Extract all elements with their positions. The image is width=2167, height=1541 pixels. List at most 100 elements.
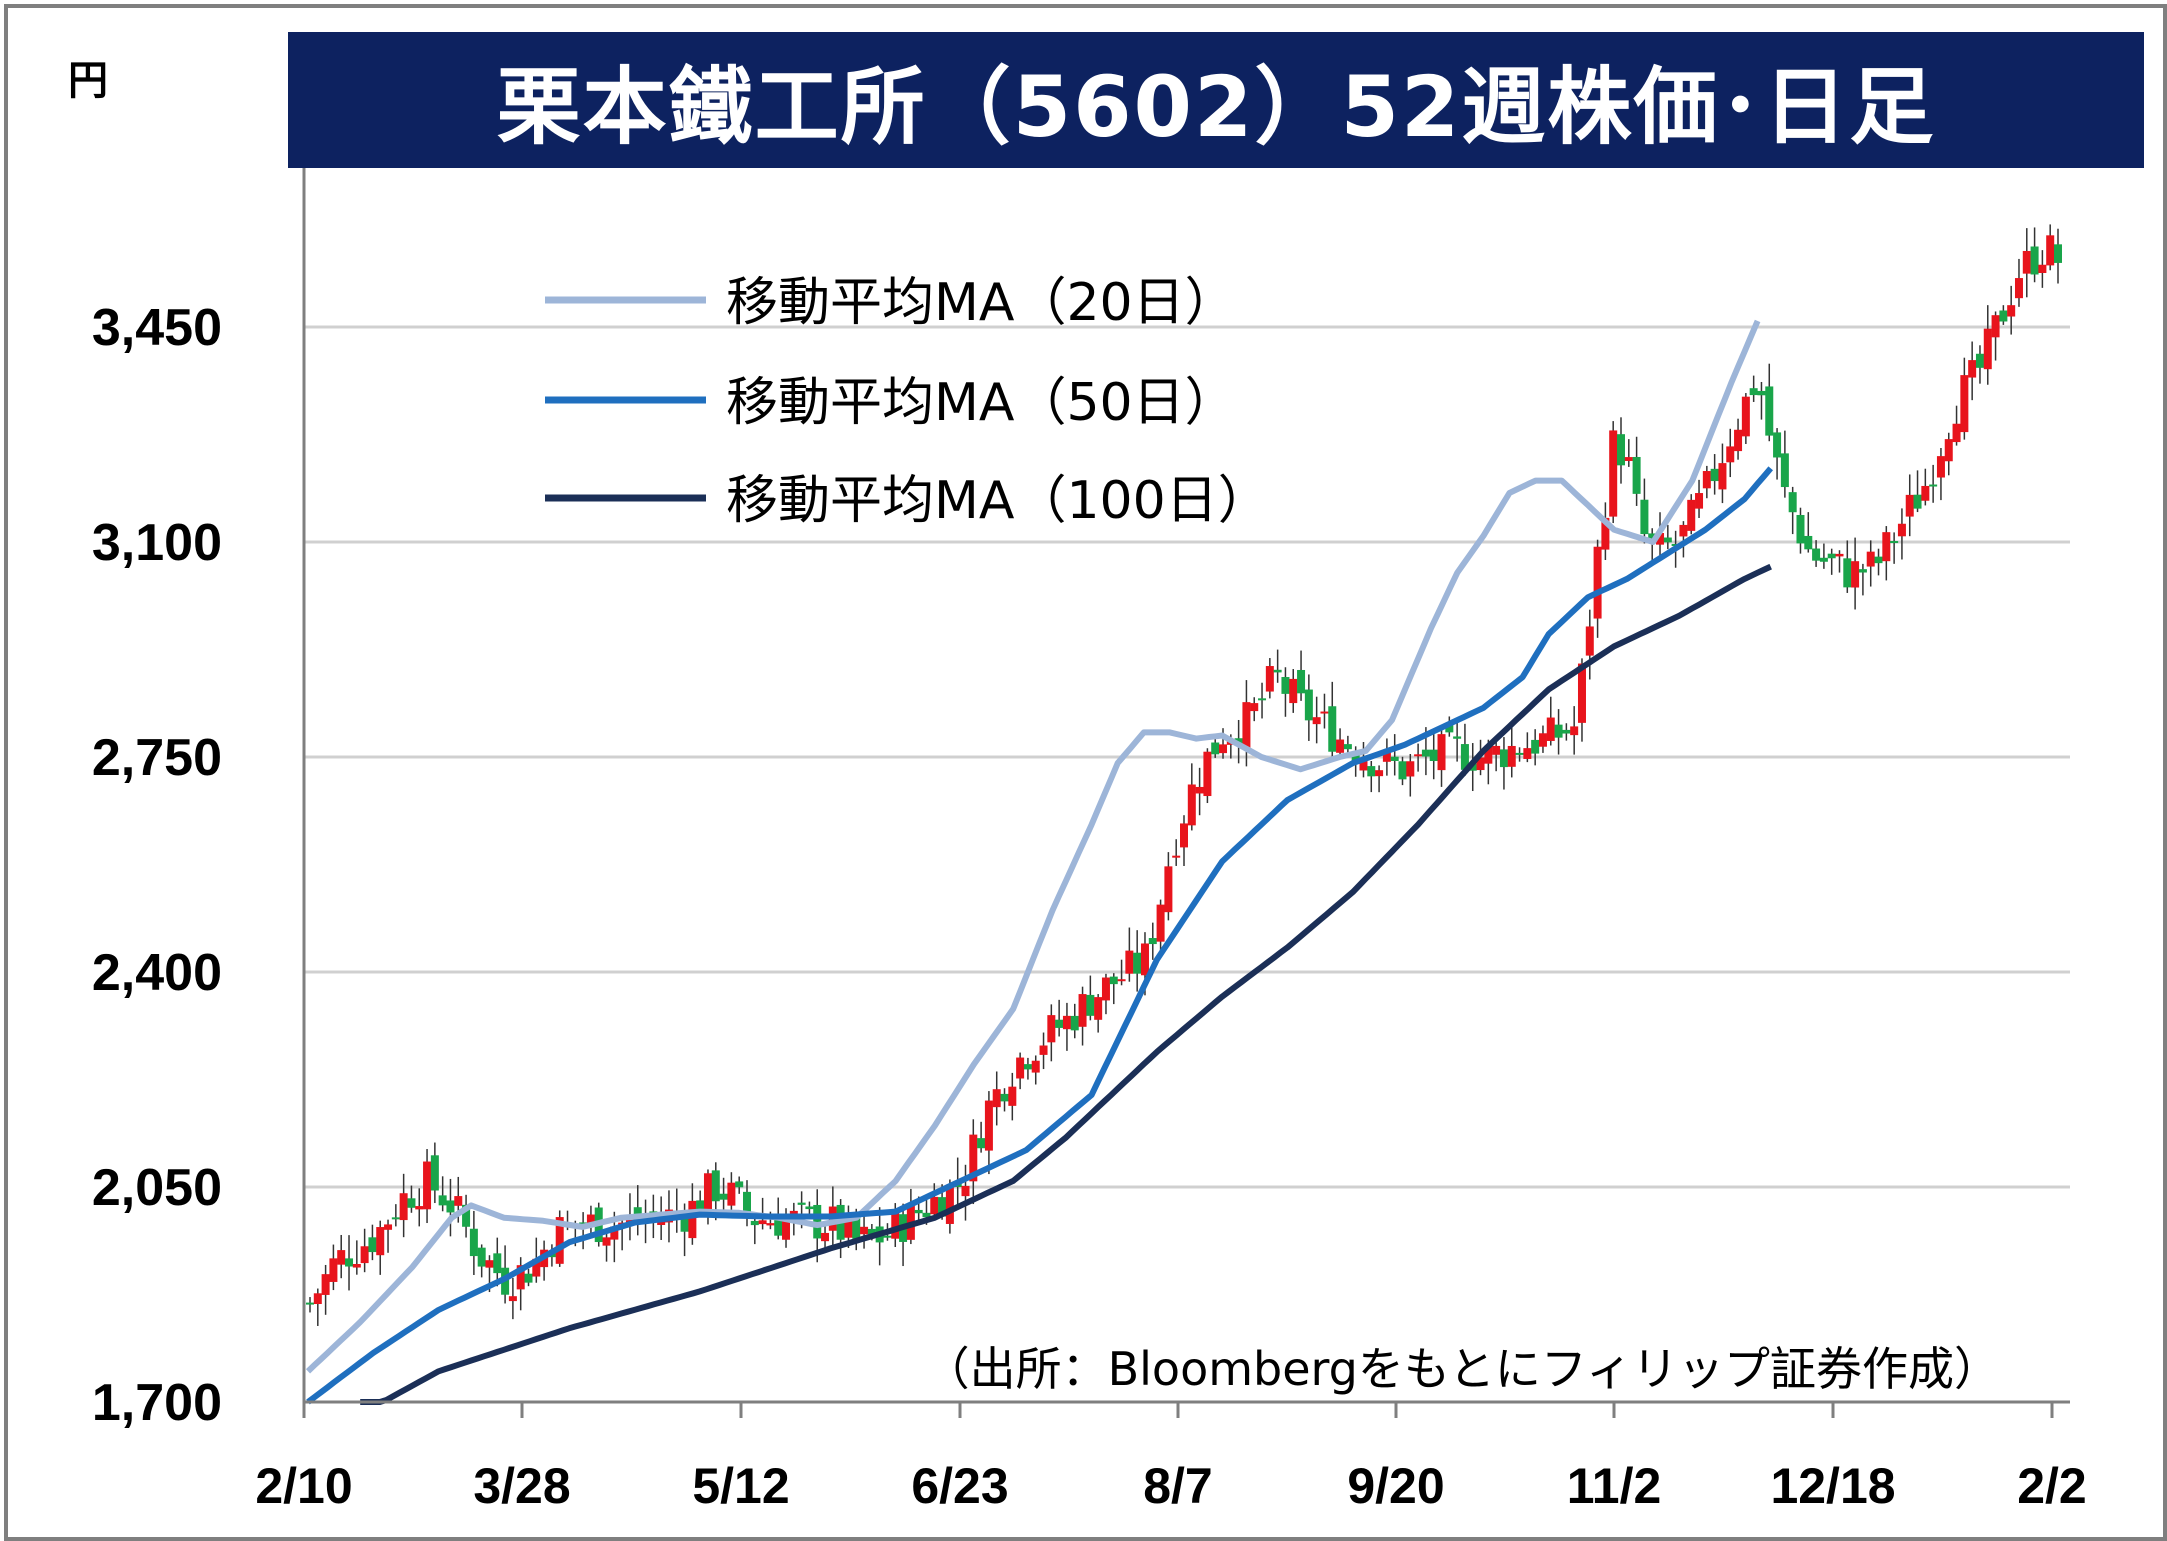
x-tick-label: 5/12: [692, 1458, 789, 1514]
candle-down: [1499, 749, 1508, 768]
candle-up: [555, 1217, 564, 1264]
candle-down: [1975, 353, 1984, 368]
candle-down: [1562, 729, 1571, 734]
legend-label: 移動平均MA（50日）: [726, 373, 1237, 433]
candle-up: [930, 1196, 939, 1215]
candle-up: [727, 1182, 736, 1206]
y-tick-label: 2,400: [92, 944, 222, 1002]
candle-up: [1476, 757, 1485, 771]
candle-up: [384, 1224, 393, 1230]
candle-down: [914, 1209, 923, 1214]
candle-up: [1835, 553, 1844, 557]
candle-up: [1726, 446, 1735, 463]
candle-up: [337, 1250, 346, 1265]
y-tick-label: 1,700: [92, 1374, 222, 1432]
candle-up: [360, 1246, 369, 1264]
y-tick-label: 2,050: [92, 1159, 222, 1217]
candle-down: [1328, 706, 1337, 752]
candle-down: [1640, 499, 1649, 535]
x-tick-label: 9/20: [1347, 1458, 1444, 1514]
candle-up: [1437, 734, 1446, 771]
candle-up: [1180, 823, 1188, 848]
y-tick-label: 3,100: [92, 514, 222, 572]
candle-down: [680, 1216, 689, 1232]
candle-down: [1273, 669, 1282, 673]
candle-down: [1773, 432, 1782, 458]
candle-up: [844, 1215, 853, 1238]
candle-up: [485, 1260, 494, 1268]
candle-up: [1414, 754, 1423, 757]
candle-down: [1804, 535, 1813, 550]
candle-down: [462, 1204, 471, 1227]
candle-up: [758, 1220, 767, 1225]
candle-up: [321, 1274, 330, 1295]
legend: 移動平均MA（20日） 移動平均MA（50日） 移動平均MA（100日）: [545, 273, 1270, 531]
candle-down: [1421, 749, 1430, 757]
candle-up: [1101, 977, 1110, 1001]
candle-up: [1125, 950, 1134, 974]
candle-up: [1312, 717, 1321, 725]
candle-down: [430, 1155, 439, 1191]
candle-down: [883, 1235, 892, 1238]
grid-lines: [304, 325, 2070, 1189]
candle-down: [977, 1138, 986, 1149]
candle-up: [1117, 979, 1126, 982]
candle-up: [688, 1200, 697, 1239]
chart-title: 栗本鐵工所（5602）52週株価･日足: [496, 57, 1936, 156]
candle-up: [1983, 328, 1992, 370]
candle-down: [1297, 669, 1306, 694]
ma50-line: [306, 466, 1773, 1405]
candle-up: [1656, 533, 1665, 545]
candle-down: [469, 1228, 478, 1257]
candle-down: [1913, 494, 1922, 509]
candle-down: [1796, 514, 1805, 544]
candle-up: [1585, 626, 1594, 656]
candle-up: [1140, 943, 1149, 976]
candle-up: [1320, 711, 1329, 714]
candle-down: [493, 1253, 502, 1274]
candle-down: [1819, 557, 1828, 562]
candle-down: [1531, 739, 1540, 754]
candle-down: [1515, 752, 1524, 755]
candle-down: [1070, 1015, 1079, 1031]
x-tick-label: 2/2: [2017, 1458, 2087, 1514]
candle-up: [1203, 751, 1212, 797]
candle-up: [1718, 463, 1727, 490]
candle-up: [1172, 855, 1181, 858]
candle-down: [368, 1237, 377, 1253]
axes: 3,450 3,100 2,750 2,400 2,050 1,700 2/10 3/28 5/…: [92, 168, 2087, 1514]
candle-up: [1952, 423, 1961, 443]
candle-down: [1827, 553, 1836, 559]
candle-up: [376, 1227, 385, 1256]
candle-down: [922, 1212, 931, 1218]
candle-down: [1304, 689, 1313, 721]
candle-up: [1734, 429, 1743, 452]
candle-up: [610, 1226, 619, 1240]
candle-up: [508, 1296, 517, 1302]
candle-down: [1148, 938, 1157, 945]
candle-down: [1281, 677, 1290, 694]
candle-up: [423, 1161, 432, 1210]
candle-up: [1062, 1015, 1071, 1030]
candle-up: [1601, 517, 1610, 550]
candle-up: [1624, 457, 1633, 461]
candle-up: [945, 1184, 954, 1224]
y-tick-label: 3,450: [92, 299, 222, 357]
candle-up: [1741, 396, 1750, 437]
candle-down: [750, 1220, 759, 1226]
candle-up: [1289, 678, 1298, 704]
chart-frame: [4, 4, 2167, 1541]
candle-down: [1929, 484, 1938, 487]
candle-up: [1187, 784, 1196, 826]
candle-up: [1897, 523, 1906, 537]
legend-label: 移動平均MA（100日）: [726, 471, 1270, 531]
candle-up: [399, 1193, 408, 1221]
ma100-line: [360, 563, 1772, 1405]
candle-up: [1031, 1060, 1040, 1073]
candle-down: [938, 1197, 947, 1217]
candle-up: [2022, 250, 2031, 274]
candle-up: [1047, 1015, 1056, 1043]
moving-average-lines: [305, 319, 1773, 1405]
candle-down: [1055, 1019, 1064, 1028]
candle-up: [516, 1265, 525, 1290]
